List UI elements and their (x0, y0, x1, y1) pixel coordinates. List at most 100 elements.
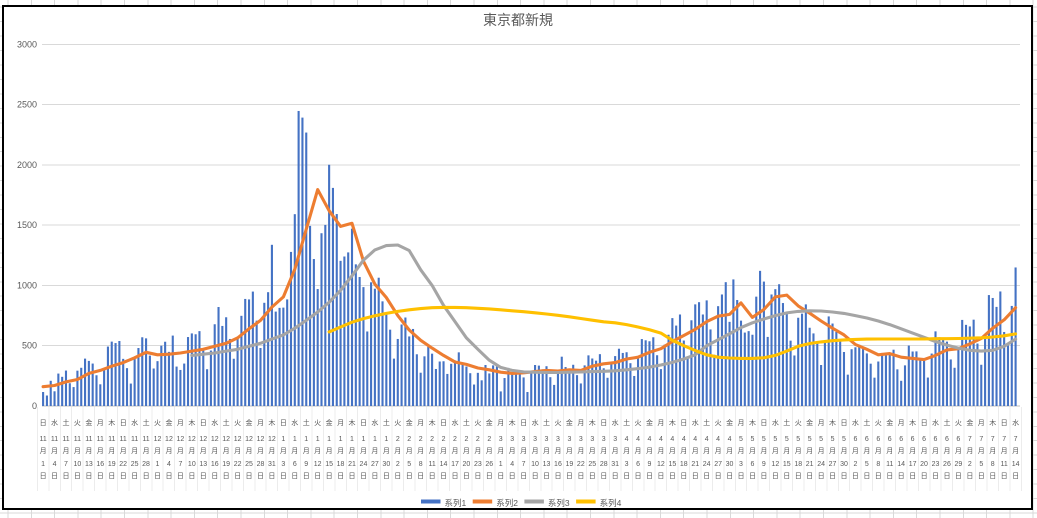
bar[interactable] (270, 244, 273, 406)
bar[interactable] (942, 338, 945, 406)
bar[interactable] (686, 357, 689, 406)
bar[interactable] (964, 324, 968, 406)
bar[interactable] (556, 369, 559, 406)
bar[interactable] (84, 358, 87, 406)
bar[interactable] (137, 348, 140, 406)
bar[interactable] (907, 345, 910, 406)
line-series-4[interactable] (327, 305, 1018, 360)
bar[interactable] (606, 377, 609, 406)
bar[interactable] (560, 356, 563, 406)
bar[interactable] (636, 357, 640, 406)
bar[interactable] (785, 312, 788, 406)
bar[interactable] (865, 353, 868, 406)
bar[interactable] (45, 395, 48, 406)
bar[interactable] (747, 331, 750, 406)
bar[interactable] (1006, 345, 1010, 406)
bar[interactable] (846, 374, 849, 406)
bar[interactable] (984, 334, 987, 406)
bar[interactable] (591, 358, 594, 406)
bar[interactable] (228, 338, 232, 406)
bar[interactable] (869, 363, 872, 406)
bar[interactable] (91, 363, 94, 406)
bar[interactable] (213, 324, 216, 406)
bar[interactable] (301, 117, 304, 407)
legend-item-1[interactable]: 系列1 (421, 498, 467, 508)
bar[interactable] (358, 276, 361, 406)
bar[interactable] (659, 369, 662, 406)
bar[interactable] (316, 289, 319, 406)
bar[interactable] (583, 365, 586, 406)
legend-item-4[interactable]: 系列4 (576, 498, 622, 508)
bar[interactable] (541, 369, 544, 406)
bar[interactable] (343, 256, 346, 406)
bar[interactable] (625, 352, 628, 406)
bar[interactable] (419, 372, 422, 406)
bar[interactable] (171, 335, 174, 406)
bar[interactable] (698, 302, 701, 406)
bar[interactable] (793, 355, 796, 406)
bar[interactable] (339, 260, 342, 406)
bar[interactable] (888, 353, 891, 406)
bar[interactable] (312, 259, 315, 406)
bar[interactable] (961, 319, 964, 406)
bar[interactable] (221, 325, 224, 406)
bar[interactable] (804, 304, 807, 406)
bar[interactable] (770, 294, 773, 406)
bar[interactable] (244, 298, 247, 406)
bar[interactable] (820, 365, 823, 406)
bar[interactable] (434, 368, 437, 406)
bar[interactable] (370, 282, 373, 406)
bar[interactable] (57, 373, 60, 406)
bar[interactable] (602, 368, 605, 406)
bar[interactable] (141, 337, 144, 406)
bar[interactable] (526, 392, 529, 406)
bar[interactable] (206, 369, 209, 406)
bar[interactable] (507, 367, 510, 406)
bar[interactable] (354, 264, 357, 406)
bar[interactable] (945, 341, 948, 406)
bar[interactable] (480, 380, 483, 406)
bar[interactable] (457, 352, 460, 406)
bar[interactable] (587, 355, 590, 406)
bar[interactable] (251, 291, 254, 406)
bar[interactable] (518, 370, 521, 406)
bar[interactable] (709, 329, 712, 406)
bar[interactable] (335, 214, 338, 406)
bar[interactable] (831, 323, 834, 406)
bar[interactable] (293, 214, 296, 406)
bar[interactable] (1010, 305, 1013, 406)
bar[interactable] (305, 132, 308, 406)
bar[interactable] (76, 370, 79, 406)
legend-item-3[interactable]: 系列3 (524, 498, 570, 508)
bar[interactable] (957, 348, 960, 406)
bar[interactable] (800, 313, 804, 406)
bar[interactable] (278, 307, 281, 406)
bar[interactable] (68, 383, 71, 406)
bar[interactable] (408, 336, 411, 406)
bar[interactable] (225, 317, 228, 406)
bar[interactable] (762, 281, 765, 406)
bar[interactable] (789, 340, 792, 406)
bar[interactable] (190, 333, 193, 406)
bar[interactable] (476, 372, 479, 406)
bar[interactable] (286, 299, 289, 406)
bar[interactable] (148, 355, 151, 406)
bar[interactable] (217, 307, 220, 406)
bar[interactable] (835, 331, 838, 406)
bar[interactable] (949, 359, 952, 406)
bar[interactable] (995, 306, 998, 406)
bar[interactable] (118, 341, 121, 406)
bar[interactable] (495, 366, 498, 406)
bar[interactable] (759, 270, 762, 406)
bar[interactable] (934, 331, 937, 406)
bar[interactable] (595, 360, 598, 406)
bar[interactable] (267, 292, 270, 406)
bar[interactable] (968, 326, 971, 406)
bar[interactable] (499, 391, 502, 406)
bar[interactable] (236, 338, 239, 406)
bar[interactable] (732, 279, 735, 406)
bar[interactable] (926, 377, 929, 406)
bar[interactable] (122, 358, 125, 406)
bar[interactable] (492, 365, 495, 406)
